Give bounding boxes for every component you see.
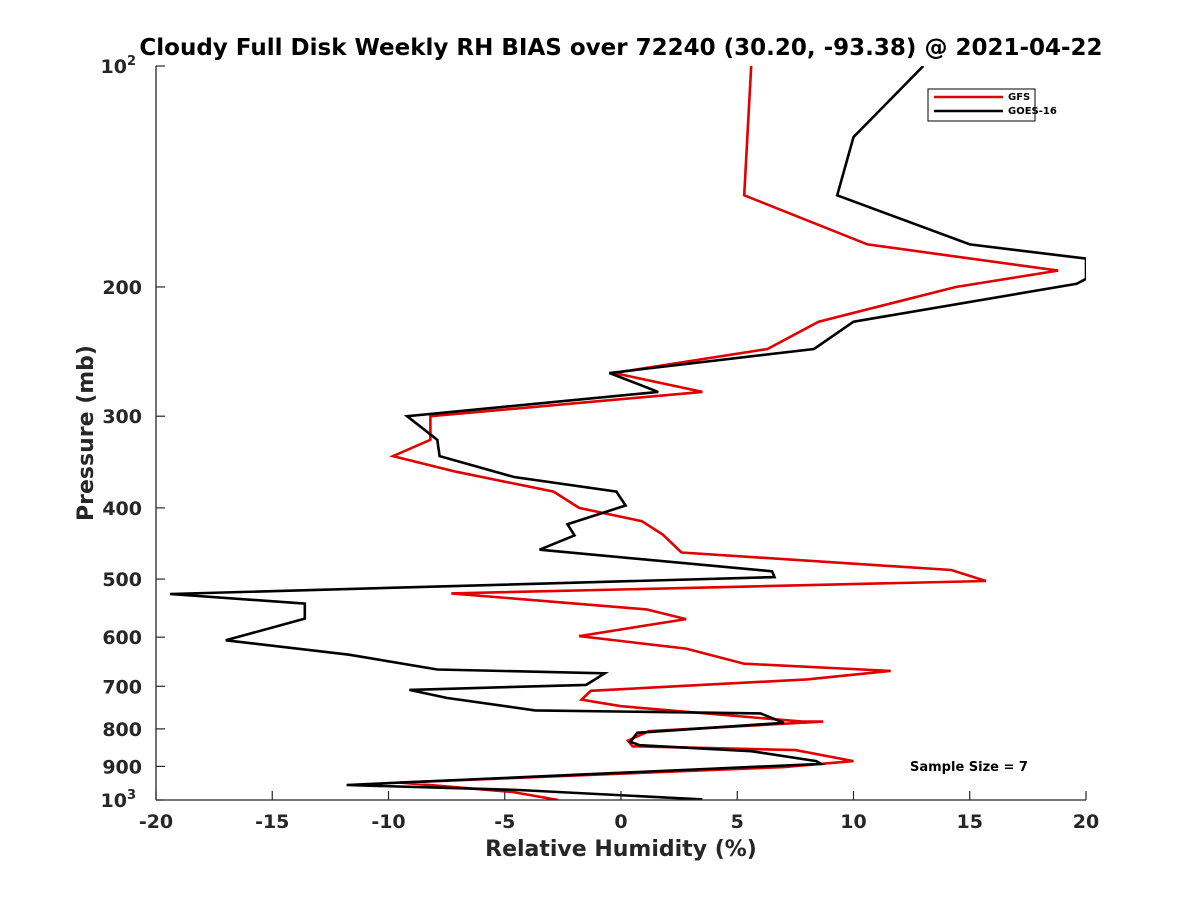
series-line-goes-16 <box>169 66 1086 800</box>
sample-size-annotation: Sample Size = 7 <box>910 760 1028 775</box>
x-tick-label: 5 <box>731 811 744 833</box>
y-tick-label: 600 <box>102 627 142 649</box>
y-tick-label: 103 <box>101 788 137 812</box>
legend-box <box>927 88 1036 122</box>
legend: GFS GOES-16 <box>927 88 1057 122</box>
plot-area <box>156 66 1086 800</box>
y-axis-label: Pressure (mb) <box>74 345 99 521</box>
chart-title: Cloudy Full Disk Weekly RH BIAS over 722… <box>139 35 1102 61</box>
y-tick-label: 500 <box>102 569 142 591</box>
x-tick-label: 15 <box>957 811 983 833</box>
x-tick-label: -10 <box>371 811 405 833</box>
y-tick-label: 900 <box>102 756 142 778</box>
x-tick-label: 10 <box>840 811 866 833</box>
y-tick-label: 700 <box>102 676 142 698</box>
x-tick-label: -5 <box>494 811 515 833</box>
x-tick-label: -20 <box>139 811 173 833</box>
legend-label-gfs: GFS <box>1008 92 1030 103</box>
x-axis-label: Relative Humidity (%) <box>485 837 757 862</box>
x-tick-label: 20 <box>1073 811 1099 833</box>
series-layer <box>169 66 1086 800</box>
x-tick-label: 0 <box>614 811 627 833</box>
y-tick-label: 200 <box>102 277 142 299</box>
x-axis-ticks: -20 -15 -10 -5 0 5 10 15 20 <box>139 791 1099 833</box>
legend-label-goes-16: GOES-16 <box>1008 106 1057 117</box>
y-tick-label: 300 <box>102 406 142 428</box>
y-tick-label: 800 <box>102 719 142 741</box>
y-tick-label: 400 <box>102 498 142 520</box>
y-axis-ticks: 102 200 300 400 500 600 700 800 900 103 <box>101 54 165 812</box>
y-tick-label: 102 <box>101 54 137 78</box>
x-tick-label: -15 <box>255 811 289 833</box>
